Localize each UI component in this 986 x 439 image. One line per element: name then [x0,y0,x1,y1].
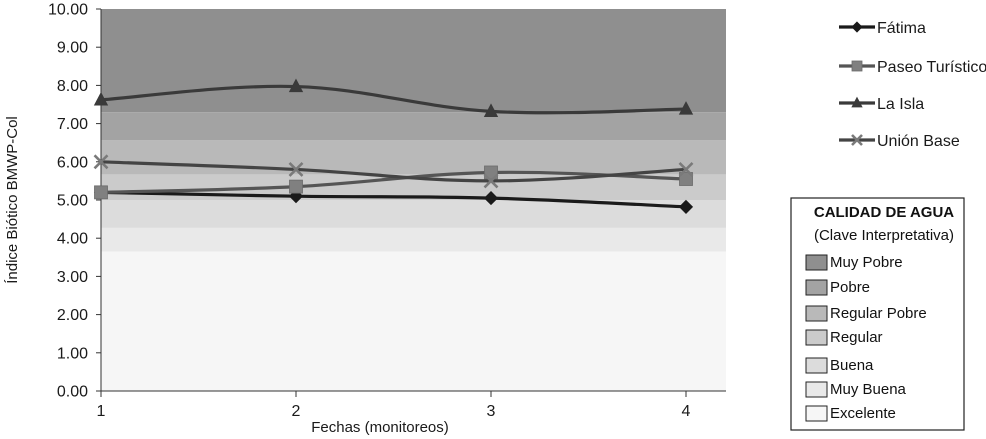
key-label: Pobre [830,279,870,296]
key-item-regular-pobre: Regular Pobre [805,305,927,322]
key-label: Muy Buena [830,381,907,398]
legend-item-paseo-turistico: Paseo Turístico [839,59,986,76]
band-excelente [101,251,726,391]
key-swatch [805,279,828,296]
legend-label: La Isla [877,96,924,113]
legend-marker [851,60,863,72]
series-line-union-base [99,160,688,183]
x-tick-label: 2 [292,403,301,420]
series-line-la-isla [99,84,688,115]
data-point-la-isla [93,91,109,106]
data-point-fatima [678,199,694,214]
y-tick-label: 8.00 [57,78,88,95]
y-tick-label: 7.00 [57,116,88,133]
key-item-muy-buena: Muy Buena [805,381,907,398]
key-items: Muy Pobre Pobre Regular Pobre Regular Buena M… [805,254,927,422]
marker-stroke [288,162,304,177]
y-tick-label: 9.00 [57,40,88,57]
band-muy-buena [101,227,726,252]
key-item-buena: Buena [805,357,874,374]
key-subtitle: (Clave Interpretativa) [814,227,954,244]
band-pobre [101,112,726,141]
y-tick-labels: 0.00 1.00 2.00 3.00 4.00 5.00 6.00 7.00 8.00 9.00… [48,2,88,401]
key-swatch [805,305,828,322]
marker-stroke [678,162,694,177]
key-label: Regular Pobre [830,305,927,322]
x-tick-label: 3 [487,403,496,420]
data-point-union-base [288,162,304,177]
data-point-union-base [93,154,109,170]
y-tick-label: 1.00 [57,345,88,362]
x-tick-labels: 1 2 3 4 [97,403,691,420]
series-legend: Fátima Paseo Turístico La Isla Unión Base [839,20,986,150]
series-line-fatima [99,190,688,209]
series-la-isla [93,78,694,117]
x-tick-label: 1 [97,403,106,420]
key-item-pobre: Pobre [805,279,870,296]
data-point-paseo-turistico [94,185,108,200]
y-tick-label: 10.00 [48,2,88,19]
data-point-union-base [483,173,499,189]
data-point-paseo-turistico [679,172,693,186]
data-point-paseo-turistico [289,179,303,194]
band-regular-pobre [101,140,726,175]
axes [96,8,726,397]
data-point-union-base [678,162,694,177]
legend-marker [851,134,863,146]
legend-marker [851,21,863,33]
key-label: Buena [830,357,874,374]
marker-stroke [93,154,109,170]
series-lines [93,78,694,214]
y-tick-label: 2.00 [57,307,88,324]
key-label: Regular [830,329,883,346]
quality-bands [101,9,726,391]
key-item-regular: Regular [805,329,883,346]
data-point-la-isla [288,78,304,93]
y-tick-label: 0.00 [57,384,88,401]
marker-stroke [483,173,499,189]
key-label: Muy Pobre [830,254,903,271]
key-swatch [805,254,828,271]
legend-item-union-base: Unión Base [839,133,960,150]
data-point-paseo-turistico [484,165,498,180]
key-title: CALIDAD DE AGUA [814,204,954,221]
band-muy-pobre [101,9,726,113]
marker-stroke [851,134,863,146]
key-item-excelente: Excelente [805,405,896,422]
y-tick-label: 3.00 [57,269,88,286]
legend-marker [851,96,863,108]
data-point-la-isla [483,103,499,117]
y-axis-label: Índice Biótico BMWP-Col [4,116,21,284]
series-union-base [93,154,694,189]
water-quality-key: CALIDAD DE AGUA (Clave Interpretativa) M… [790,197,965,431]
data-point-la-isla [678,101,694,115]
legend-item-la-isla: La Isla [839,96,924,113]
key-swatch [805,357,828,374]
legend-item-fatima: Fátima [839,20,926,37]
legend-label: Paseo Turístico [877,59,986,76]
key-swatch [805,381,828,398]
x-tick-label: 4 [682,403,691,420]
legend-label: Fátima [877,20,926,37]
y-tick-label: 5.00 [57,193,88,210]
y-tick-label: 4.00 [57,231,88,248]
data-point-fatima [483,191,499,206]
key-swatch [805,405,828,422]
y-tick-label: 6.00 [57,154,88,171]
key-label: Excelente [830,405,896,422]
key-swatch [805,329,828,346]
legend-label: Unión Base [877,133,960,150]
x-axis-label: Fechas (monitoreos) [311,419,449,436]
key-item-muy-pobre: Muy Pobre [805,254,903,271]
